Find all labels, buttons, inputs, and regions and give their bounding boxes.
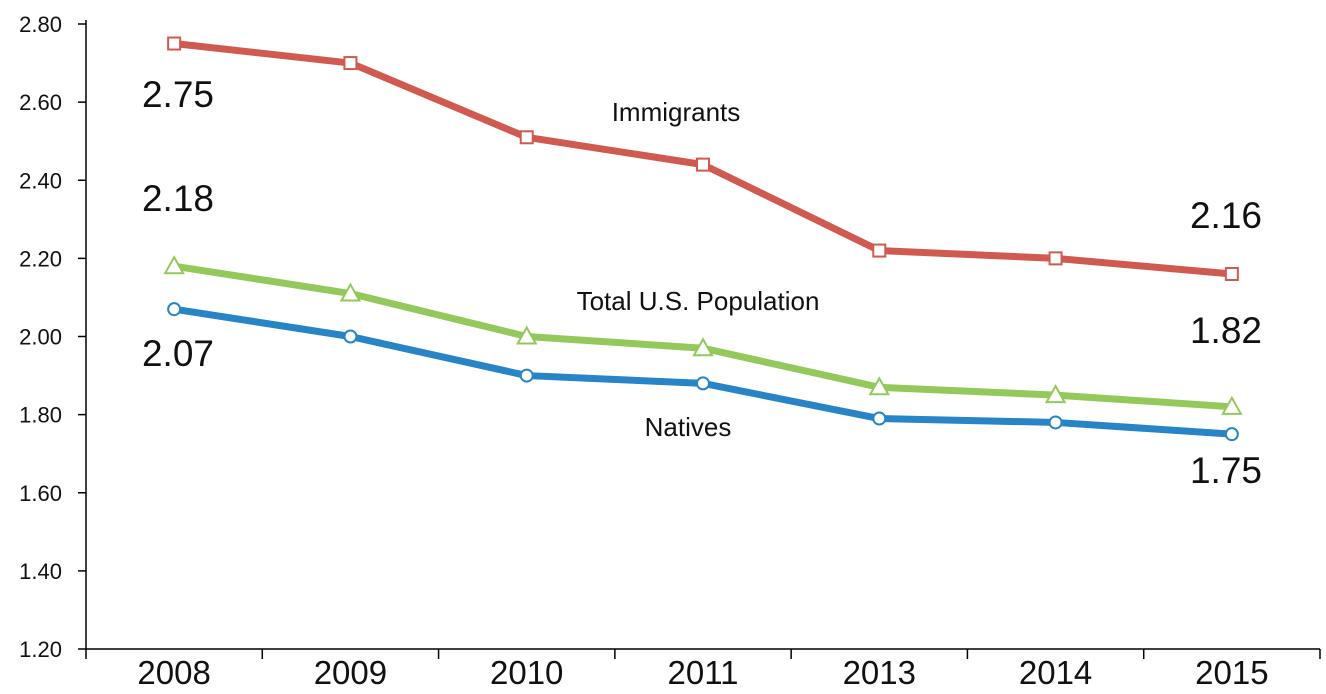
data-label: 2.16 bbox=[1190, 195, 1262, 236]
data-point-total-u-s-population bbox=[692, 337, 714, 357]
data-label: 1.75 bbox=[1190, 450, 1262, 491]
x-tick-label: 2009 bbox=[314, 654, 387, 691]
chart-labels: Immigrants Total U.S. Population Natives 2.… bbox=[142, 74, 1262, 491]
x-tick-label: 2014 bbox=[1019, 654, 1092, 691]
y-tick-label: 2.60 bbox=[19, 90, 62, 115]
x-tick-label: 2011 bbox=[668, 654, 739, 691]
data-point-immigrants bbox=[343, 56, 358, 71]
data-point-immigrants bbox=[1224, 267, 1239, 281]
data-point-immigrants bbox=[872, 243, 887, 258]
data-label: 2.07 bbox=[142, 333, 214, 374]
data-point-total-u-s-population bbox=[163, 255, 185, 275]
data-label: 2.18 bbox=[142, 178, 214, 219]
axes: 1.20 1.40 1.60 1.80 2.00 2.20 2.40 2.60 2.80 2008… bbox=[19, 12, 1321, 691]
data-point-total-u-s-population bbox=[339, 282, 362, 302]
data-label: 1.82 bbox=[1190, 310, 1262, 351]
y-tick-label: 1.20 bbox=[19, 637, 62, 662]
series-name-label: Total U.S. Population bbox=[577, 286, 820, 316]
y-tick-label: 1.40 bbox=[19, 559, 62, 584]
data-point-total-u-s-population bbox=[1044, 384, 1067, 404]
data-point-immigrants bbox=[519, 130, 534, 145]
series-markers bbox=[163, 36, 1243, 442]
data-point-immigrants bbox=[167, 36, 182, 51]
data-point-natives bbox=[167, 302, 182, 317]
series-name-label: Immigrants bbox=[612, 97, 741, 127]
y-tick-label: 2.20 bbox=[19, 246, 62, 271]
data-point-natives bbox=[519, 368, 534, 383]
y-tick-label: 2.80 bbox=[19, 12, 62, 37]
data-point-natives bbox=[1224, 427, 1239, 442]
data-point-total-u-s-population bbox=[516, 325, 538, 345]
y-tick-label: 2.00 bbox=[19, 325, 62, 350]
y-tick-label: 1.80 bbox=[19, 403, 62, 428]
x-tick-label: 2010 bbox=[490, 654, 563, 691]
data-point-natives bbox=[1048, 415, 1063, 430]
data-point-natives bbox=[343, 329, 358, 344]
y-tick-label: 1.60 bbox=[19, 481, 62, 506]
data-point-total-u-s-population bbox=[1221, 395, 1243, 415]
x-tick-label: 2015 bbox=[1195, 654, 1268, 691]
data-point-total-u-s-population bbox=[868, 376, 890, 396]
data-point-immigrants bbox=[1048, 251, 1063, 266]
data-point-natives bbox=[696, 376, 710, 391]
data-point-natives bbox=[872, 411, 887, 426]
y-tick-label: 2.40 bbox=[19, 168, 62, 193]
x-tick-label: 2013 bbox=[843, 654, 916, 691]
data-label: 2.75 bbox=[142, 74, 214, 115]
x-tick-label: 2008 bbox=[137, 654, 210, 691]
series-name-label: Natives bbox=[645, 412, 732, 442]
data-point-immigrants bbox=[696, 157, 710, 172]
